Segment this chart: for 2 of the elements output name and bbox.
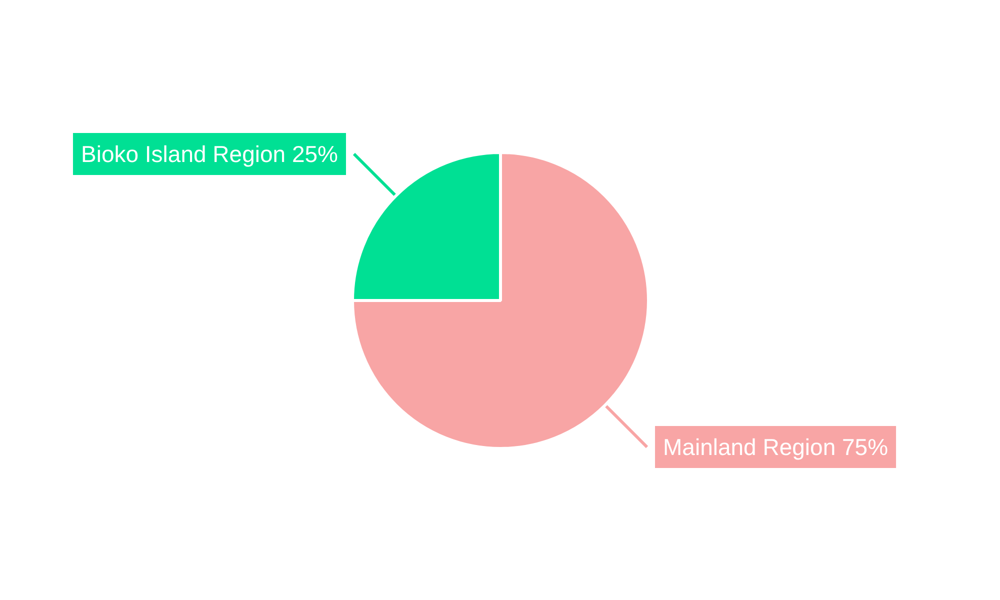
slice-label: Bioko Island Region 25% [80,140,338,167]
slice-label: Mainland Region 75% [663,434,888,460]
